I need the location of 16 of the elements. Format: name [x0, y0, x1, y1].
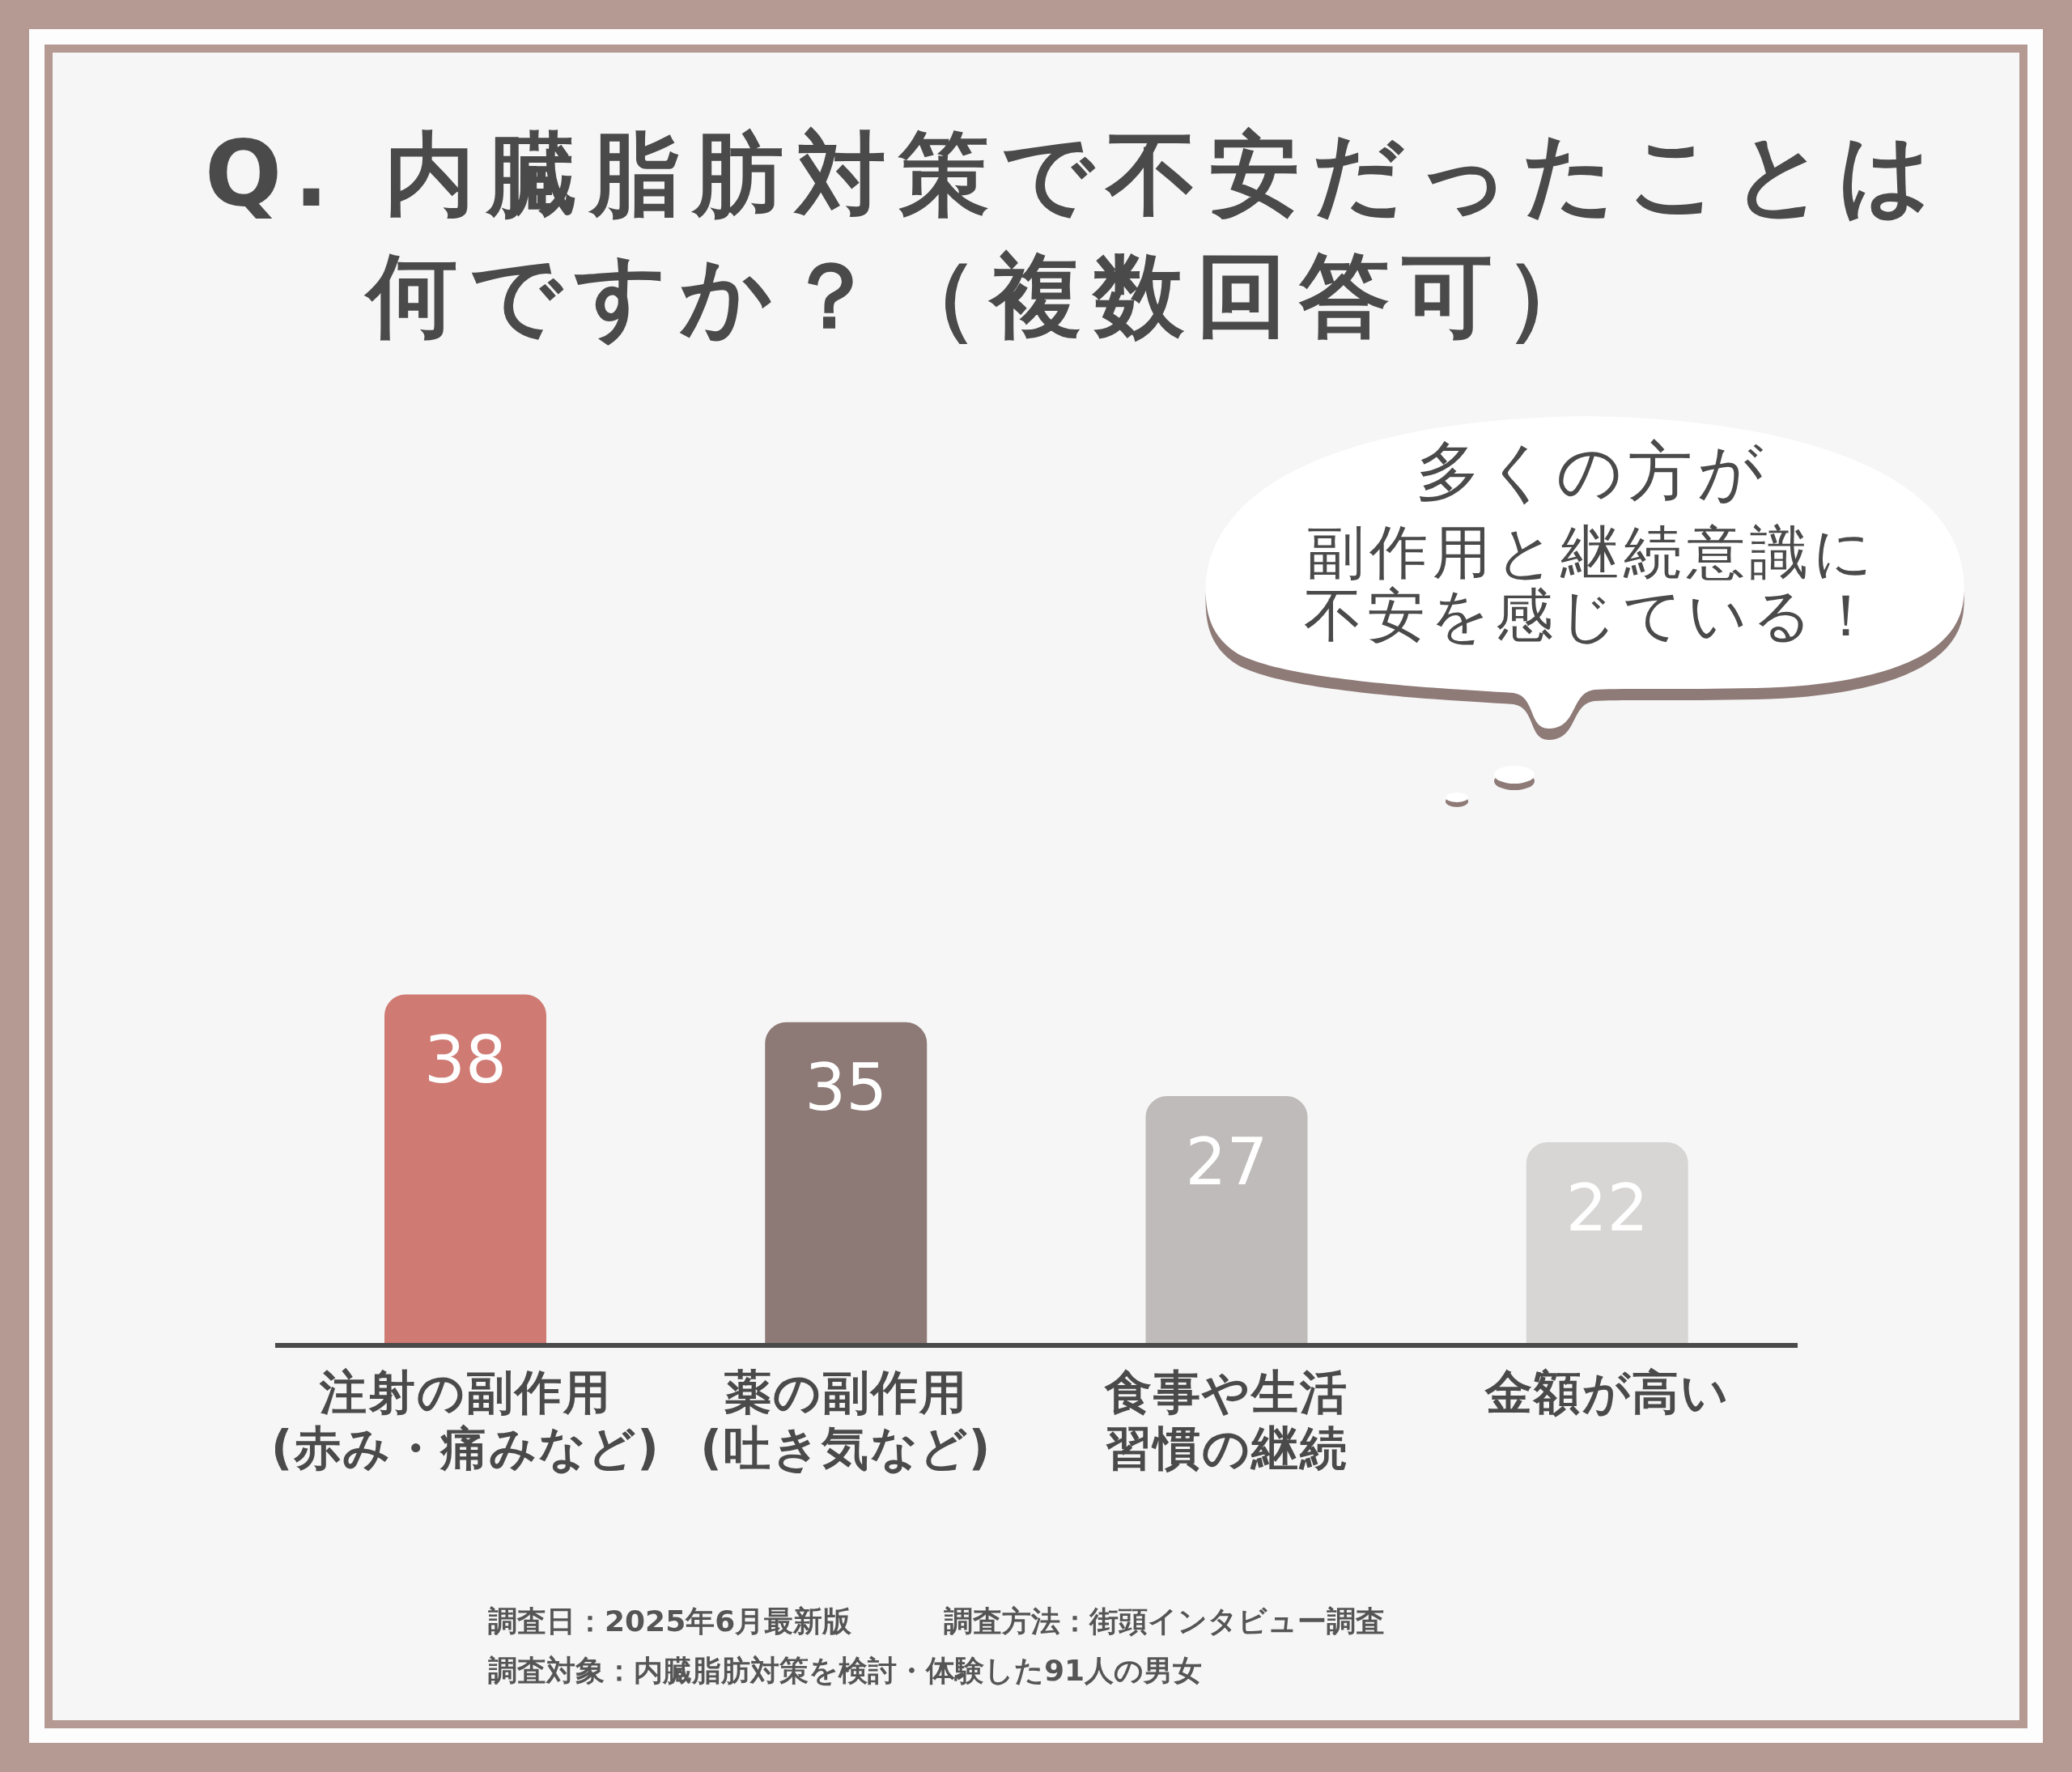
bar: [1145, 1096, 1308, 1345]
text: 調査日：2025年6月最新版: [488, 1604, 852, 1639]
chart-title: Q. 内臓脂肪対策で不安だったことは何ですか？（複数回答可）: [205, 121, 1944, 350]
x-tick-label: 薬の副作用(吐き気など): [700, 1365, 992, 1476]
text: 調査方法：街頭インタビュー調査: [944, 1604, 1385, 1639]
x-tick-label: 食事や生活習慣の継続: [1104, 1365, 1349, 1476]
text: 多くの方が: [1415, 433, 1769, 511]
bar: [765, 1022, 928, 1345]
x-tick-label: 注射の副作用(赤み・痛みなど): [270, 1365, 660, 1476]
data-label: 27: [1185, 1124, 1268, 1200]
bar: [1526, 1142, 1688, 1345]
text: 調査対象：内臓脂肪対策を検討・体験した91人の男女: [488, 1653, 1203, 1689]
x-tick-label: 金額が高い: [1484, 1365, 1730, 1420]
data-label: 35: [805, 1050, 888, 1126]
data-label: 38: [424, 1022, 507, 1098]
bar: [384, 994, 546, 1345]
